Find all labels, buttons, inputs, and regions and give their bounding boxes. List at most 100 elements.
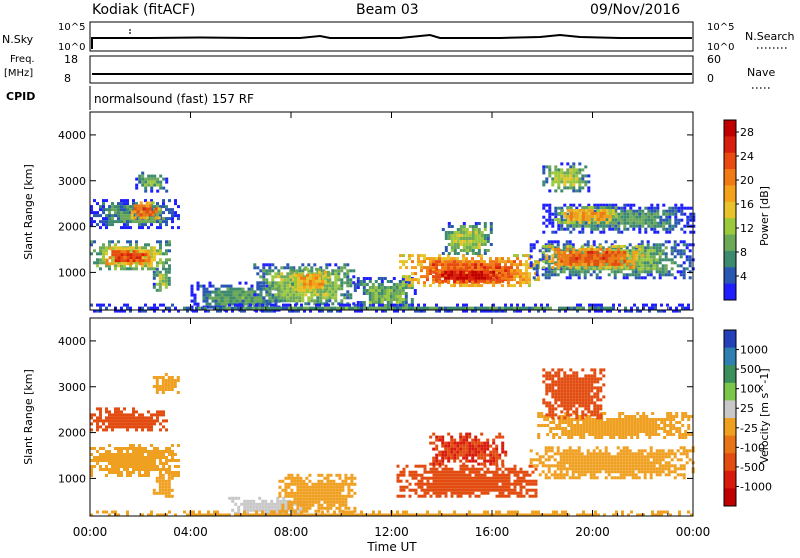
heatmap-cell <box>335 498 338 501</box>
heatmap-cell <box>405 295 408 298</box>
heatmap-cell <box>653 231 656 234</box>
heatmap-cell <box>533 276 536 279</box>
heatmap-cell <box>165 480 168 483</box>
heatmap-cell <box>683 252 686 255</box>
heatmap-cell <box>469 492 472 495</box>
heatmap-cell <box>484 228 487 231</box>
heatmap-cell <box>465 460 468 463</box>
heatmap-cell <box>659 267 662 270</box>
heatmap-cell <box>563 186 566 189</box>
power-ylabel: Slant Range [km] <box>22 164 35 260</box>
heatmap-cell <box>468 433 471 436</box>
heatmap-cell <box>668 231 671 234</box>
heatmap-cell <box>147 422 150 425</box>
heatmap-cell <box>465 442 468 445</box>
heatmap-cell <box>372 286 375 289</box>
heatmap-cell <box>346 293 349 296</box>
heatmap-cell <box>224 297 227 300</box>
heatmap-cell <box>460 471 463 474</box>
heatmap-cell <box>102 223 105 226</box>
heatmap-cell <box>350 495 353 498</box>
heatmap-cell <box>614 273 617 276</box>
heatmap-cell <box>159 249 162 252</box>
heatmap-cell <box>647 216 650 219</box>
heatmap-cell <box>393 304 396 307</box>
heatmap-cell <box>557 186 560 189</box>
heatmap-cell <box>156 376 159 379</box>
heatmap-cell <box>599 449 602 452</box>
heatmap-cell <box>120 453 123 456</box>
heatmap-cell <box>99 252 102 255</box>
heatmap-cell <box>399 298 402 301</box>
heatmap-cell <box>242 294 245 297</box>
heatmap-cell <box>308 507 311 510</box>
heatmap-cell <box>477 263 480 266</box>
heatmap-cell <box>121 262 124 265</box>
heatmap-cell <box>561 209 564 212</box>
heatmap-cell <box>653 213 656 216</box>
heatmap-cell <box>260 300 263 303</box>
heatmap-cell <box>475 222 478 225</box>
heatmap-cell <box>578 464 581 467</box>
heatmap-cell <box>320 486 323 489</box>
heatmap-cell <box>454 492 457 495</box>
heatmap-cell <box>340 266 343 269</box>
heatmap-cell <box>287 507 290 510</box>
heatmap-cell <box>456 277 459 280</box>
heatmap-cell <box>146 204 149 207</box>
heatmap-cell <box>343 296 346 299</box>
heatmap-cell <box>522 263 525 266</box>
heatmap-cell <box>268 272 271 275</box>
heatmap-cell <box>93 465 96 468</box>
heatmap-cell <box>632 216 635 219</box>
heatmap-cell <box>111 202 114 205</box>
heatmap-cell <box>593 257 596 260</box>
heatmap-cell <box>305 498 308 501</box>
heatmap-cell <box>260 291 263 294</box>
heatmap-cell <box>584 257 587 260</box>
heatmap-cell <box>144 187 147 190</box>
heatmap-cell <box>246 307 249 310</box>
heatmap-cell <box>569 165 572 168</box>
heatmap-cell <box>609 218 612 221</box>
heatmap-cell <box>575 225 578 228</box>
heatmap-cell <box>659 216 662 219</box>
heatmap-cell <box>140 207 143 210</box>
heatmap-cell <box>626 216 629 219</box>
heatmap-cell <box>596 248 599 251</box>
heatmap-cell <box>120 307 123 310</box>
heatmap-cell <box>114 425 117 428</box>
heatmap-cell <box>620 266 623 269</box>
heatmap-cell <box>453 271 456 274</box>
heatmap-cell <box>474 454 477 457</box>
heatmap-cell <box>308 498 311 501</box>
heatmap-cell <box>387 298 390 301</box>
heatmap-cell <box>133 253 136 256</box>
heatmap-cell <box>572 186 575 189</box>
heatmap-cell <box>459 284 462 287</box>
heatmap-cell <box>542 260 545 263</box>
heatmap-cell <box>517 495 520 498</box>
heatmap-cell <box>471 457 474 460</box>
heatmap-cell <box>475 234 478 237</box>
heatmap-cell <box>453 274 456 277</box>
heatmap-cell <box>138 246 141 249</box>
heatmap-cell <box>442 480 445 483</box>
heatmap-cell <box>435 257 438 260</box>
heatmap-cell <box>588 304 591 307</box>
heatmap-cell <box>325 266 328 269</box>
heatmap-cell <box>560 260 563 263</box>
heatmap-cell <box>114 410 117 413</box>
heatmap-cell <box>142 253 145 256</box>
heatmap-cell <box>327 280 330 283</box>
heatmap-cell <box>177 214 180 217</box>
heatmap-cell <box>277 287 280 290</box>
heatmap-cell <box>665 213 668 216</box>
heatmap-cell <box>566 245 569 248</box>
heatmap-cell <box>117 419 120 422</box>
heatmap-cell <box>508 471 511 474</box>
heatmap-cell <box>560 251 563 254</box>
heatmap-cell <box>415 465 418 468</box>
heatmap-cell <box>165 382 168 385</box>
heatmap-cell <box>218 300 221 303</box>
